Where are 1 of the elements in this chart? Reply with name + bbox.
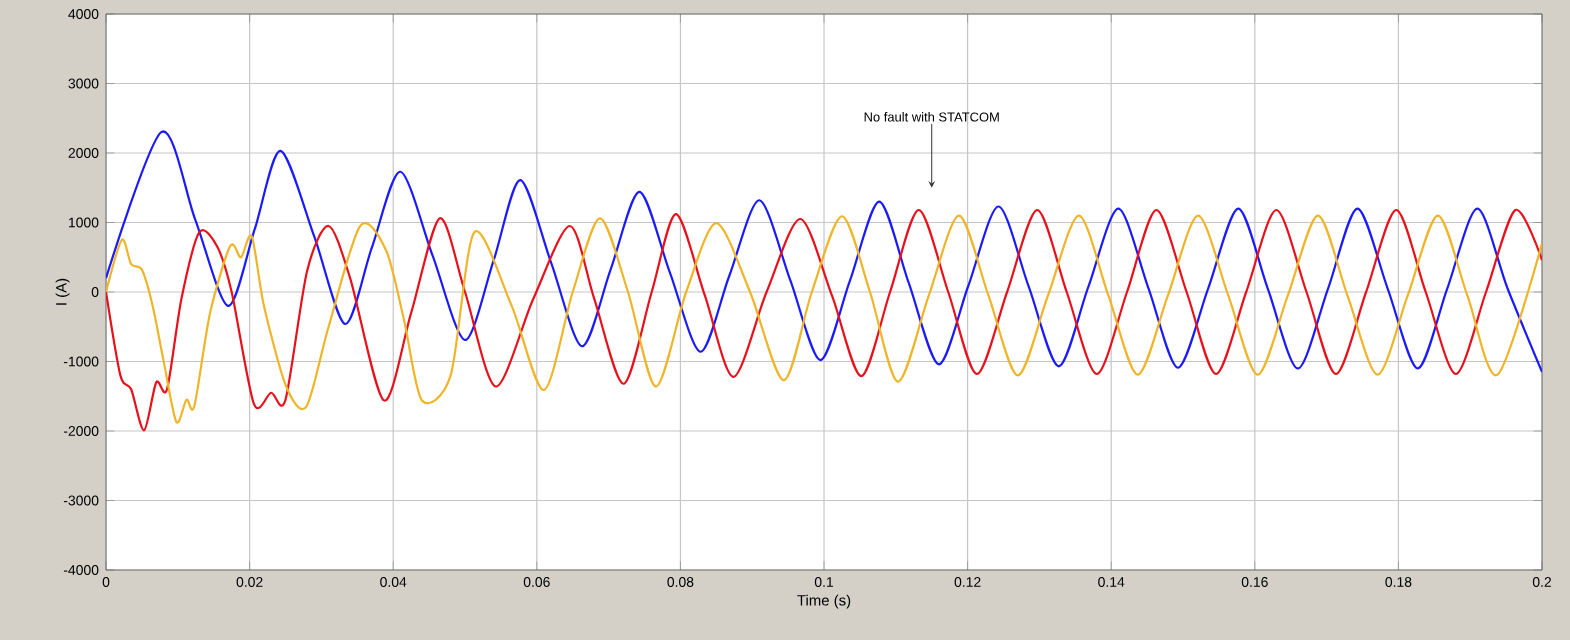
line-series [106, 131, 1543, 374]
